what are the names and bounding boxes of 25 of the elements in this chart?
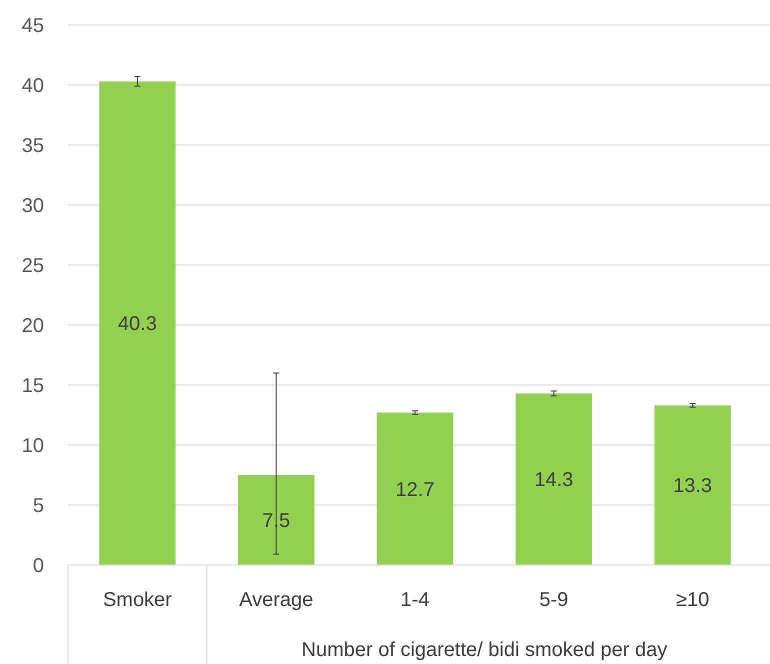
bar <box>516 393 592 565</box>
data-label: 13.3 <box>673 475 712 498</box>
y-tick-label: 5 <box>32 495 44 517</box>
y-tick-label: 40 <box>22 75 44 97</box>
y-tick-label: 25 <box>22 255 44 277</box>
bar <box>376 412 454 565</box>
y-tick-label: 20 <box>22 315 44 337</box>
data-label: 12.7 <box>396 478 434 501</box>
data-label: 14.3 <box>534 469 574 492</box>
y-tick-label: 30 <box>22 195 44 217</box>
bar <box>654 405 731 565</box>
y-tick-label: 0 <box>32 555 44 577</box>
y-tick-label: 15 <box>22 375 44 397</box>
y-tick-label: 45 <box>22 15 44 37</box>
x-axis-title: Number of cigarette/ bidi smoked per day <box>302 639 668 661</box>
data-label: 40.3 <box>118 313 157 336</box>
x-tick-label: Smoker <box>102 589 172 611</box>
y-tick-label: 10 <box>22 435 44 457</box>
bar <box>238 475 314 565</box>
bar <box>99 81 176 565</box>
x-tick-label: 1-4 <box>400 589 430 611</box>
x-tick-label: Average <box>239 589 314 611</box>
x-tick-label: 5-9 <box>539 589 568 611</box>
y-tick-label: 35 <box>22 135 44 157</box>
x-tick-label: ≥10 <box>676 589 710 611</box>
